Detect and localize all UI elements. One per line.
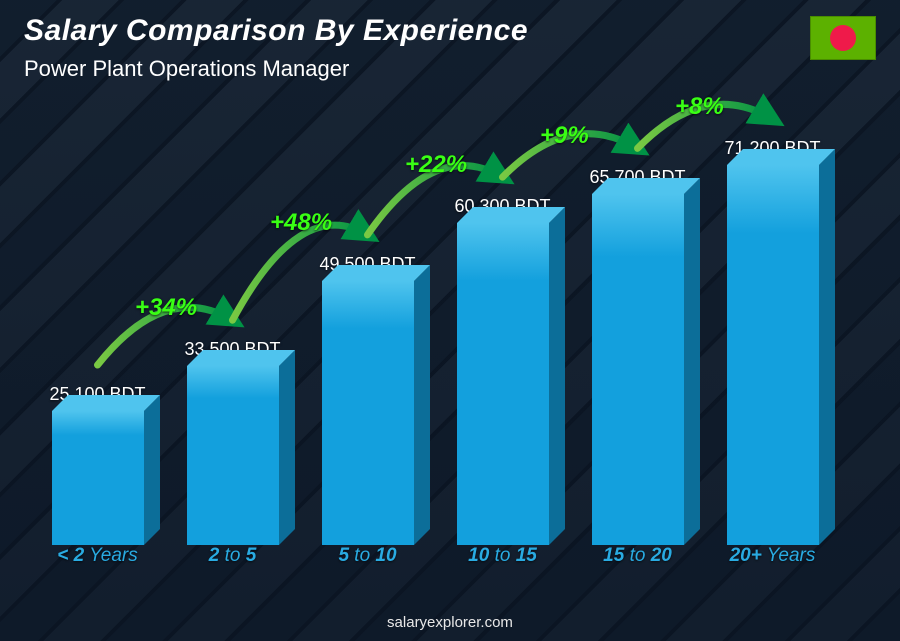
bar-top (322, 265, 430, 281)
chart-subtitle: Power Plant Operations Manager (24, 56, 349, 82)
bar-top (727, 149, 835, 165)
bar-shape (592, 194, 684, 545)
bar-side (144, 395, 160, 545)
bar-side (684, 178, 700, 545)
bar-top (187, 350, 295, 366)
bar-front (187, 366, 279, 545)
bar-3: 60,300 BDT (435, 110, 570, 545)
bar-chart: +34%+48%+22%+9%+8% 25,100 BDT33,500 BDT4… (30, 110, 840, 571)
bar-shape (322, 281, 414, 545)
x-label: 20+ Years (705, 545, 840, 571)
bar-2: 49,500 BDT (300, 110, 435, 545)
bar-front (322, 281, 414, 545)
x-labels: < 2 Years2 to 55 to 1010 to 1515 to 2020… (30, 545, 840, 571)
bar-shape (187, 366, 279, 545)
bar-side (819, 149, 835, 545)
bar-top (457, 207, 565, 223)
bar-side (549, 207, 565, 545)
x-label: 2 to 5 (165, 545, 300, 571)
bar-top (52, 395, 160, 411)
bar-shape (457, 223, 549, 545)
bar-4: 65,700 BDT (570, 110, 705, 545)
bar-5: 71,200 BDT (705, 110, 840, 545)
bar-front (52, 411, 144, 545)
bars-container: 25,100 BDT33,500 BDT49,500 BDT60,300 BDT… (30, 110, 840, 545)
bar-front (727, 165, 819, 545)
flag-disc (830, 25, 856, 51)
bar-shape (52, 411, 144, 545)
infographic-stage: Salary Comparison By Experience Power Pl… (0, 0, 900, 641)
bar-0: 25,100 BDT (30, 110, 165, 545)
bar-side (414, 265, 430, 545)
bar-shape (727, 165, 819, 545)
bar-side (279, 350, 295, 545)
bar-front (592, 194, 684, 545)
bar-front (457, 223, 549, 545)
chart-title: Salary Comparison By Experience (24, 14, 528, 48)
x-label: 15 to 20 (570, 545, 705, 571)
bar-top (592, 178, 700, 194)
bar-1: 33,500 BDT (165, 110, 300, 545)
country-flag-bangladesh (810, 16, 876, 60)
x-label: 10 to 15 (435, 545, 570, 571)
x-label: < 2 Years (30, 545, 165, 571)
footer-attribution: salaryexplorer.com (0, 614, 900, 631)
x-label: 5 to 10 (300, 545, 435, 571)
